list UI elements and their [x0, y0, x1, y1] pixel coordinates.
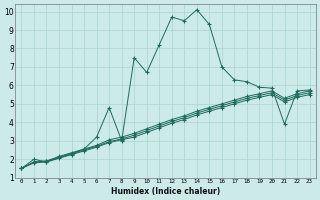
X-axis label: Humidex (Indice chaleur): Humidex (Indice chaleur) [111, 187, 220, 196]
